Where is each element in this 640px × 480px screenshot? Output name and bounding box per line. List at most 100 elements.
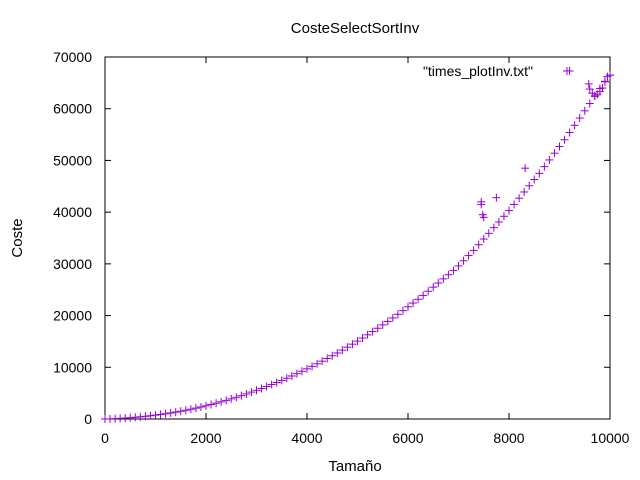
data-point [333, 348, 342, 357]
data-point [338, 346, 347, 355]
y-tick-label: 50000 [53, 152, 92, 168]
x-axis-label: Tamaño [328, 458, 381, 475]
data-point [146, 411, 155, 420]
data-point [343, 343, 352, 352]
data-point [479, 213, 488, 222]
data-point [439, 274, 448, 283]
data-point [393, 310, 402, 319]
data-point [494, 217, 503, 226]
data-point [328, 351, 337, 360]
data-point [272, 378, 281, 387]
data-point [606, 71, 614, 80]
x-tick-label: 10000 [591, 430, 630, 446]
data-point [202, 401, 210, 410]
data-point [404, 302, 412, 311]
data-point [540, 162, 549, 171]
data-point [353, 337, 362, 346]
data-point [464, 251, 473, 260]
data-point [515, 194, 524, 203]
data-point [414, 295, 423, 304]
data-point [505, 206, 513, 215]
data-point [525, 181, 534, 190]
data-point [469, 246, 478, 255]
data-point [388, 313, 397, 322]
data-point [166, 408, 175, 417]
plot-frame [104, 56, 611, 420]
data-point [222, 396, 231, 405]
data-point [570, 121, 579, 130]
data-point [510, 200, 519, 209]
y-tick-label: 30000 [53, 256, 92, 272]
data-point [550, 149, 559, 158]
data-point [424, 287, 433, 296]
data-point [217, 397, 226, 406]
data-point [252, 386, 261, 395]
data-point [277, 376, 286, 385]
y-tick-label: 70000 [53, 49, 92, 65]
legend: "times_plotInv.txt" [423, 63, 571, 79]
x-tick-label: 2000 [190, 430, 221, 446]
data-point [358, 334, 367, 343]
data-point [585, 99, 594, 108]
data-point [348, 340, 357, 349]
data-point [181, 406, 190, 415]
y-tick-label: 10000 [53, 359, 92, 375]
data-point [499, 212, 508, 221]
data-point [323, 354, 332, 363]
data-points [101, 66, 614, 423]
data-point [459, 256, 468, 265]
data-point [378, 320, 387, 329]
data-point [454, 261, 463, 270]
data-point [161, 409, 170, 418]
data-point [171, 408, 180, 417]
data-point [434, 278, 443, 287]
y-tick-label: 0 [84, 411, 92, 427]
data-point [565, 128, 574, 137]
data-point [530, 175, 539, 184]
data-point [489, 223, 498, 232]
x-tick-label: 4000 [291, 430, 322, 446]
data-point [196, 403, 205, 412]
data-point [191, 404, 200, 413]
x-tick-label: 6000 [392, 430, 423, 446]
y-tick-label: 60000 [53, 101, 92, 117]
data-point [545, 155, 554, 164]
y-tick-label: 40000 [53, 204, 92, 220]
data-point [136, 412, 145, 421]
x-tick-label: 0 [101, 430, 109, 446]
legend-marker-symbol [563, 67, 571, 75]
legend-label: "times_plotInv.txt" [423, 63, 533, 79]
data-point [429, 283, 438, 292]
data-point [492, 193, 501, 202]
data-point [535, 169, 544, 178]
data-point [555, 142, 564, 151]
data-point [477, 197, 486, 206]
data-point [584, 79, 593, 88]
data-point [521, 164, 530, 173]
data-point [474, 240, 483, 249]
data-point [151, 411, 160, 420]
data-point [313, 359, 322, 368]
data-point [575, 114, 584, 123]
data-point [156, 410, 165, 419]
data-point [398, 306, 407, 315]
data-point [444, 270, 453, 279]
data-point [585, 85, 594, 94]
data-point [232, 393, 241, 402]
data-point [287, 371, 296, 380]
data-point [318, 357, 327, 366]
data-point [383, 317, 392, 326]
data-point [419, 291, 428, 300]
y-tick-label: 20000 [53, 308, 92, 324]
data-point [598, 84, 607, 93]
chart-title: CosteSelectSortInv [291, 20, 420, 37]
data-point [484, 229, 493, 238]
data-point [282, 374, 291, 383]
y-axis-label: Coste [9, 218, 26, 257]
data-point [247, 388, 256, 397]
data-point [237, 391, 246, 400]
data-point [303, 364, 311, 373]
data-point [186, 405, 195, 414]
data-point [297, 367, 306, 376]
data-point [212, 399, 221, 408]
